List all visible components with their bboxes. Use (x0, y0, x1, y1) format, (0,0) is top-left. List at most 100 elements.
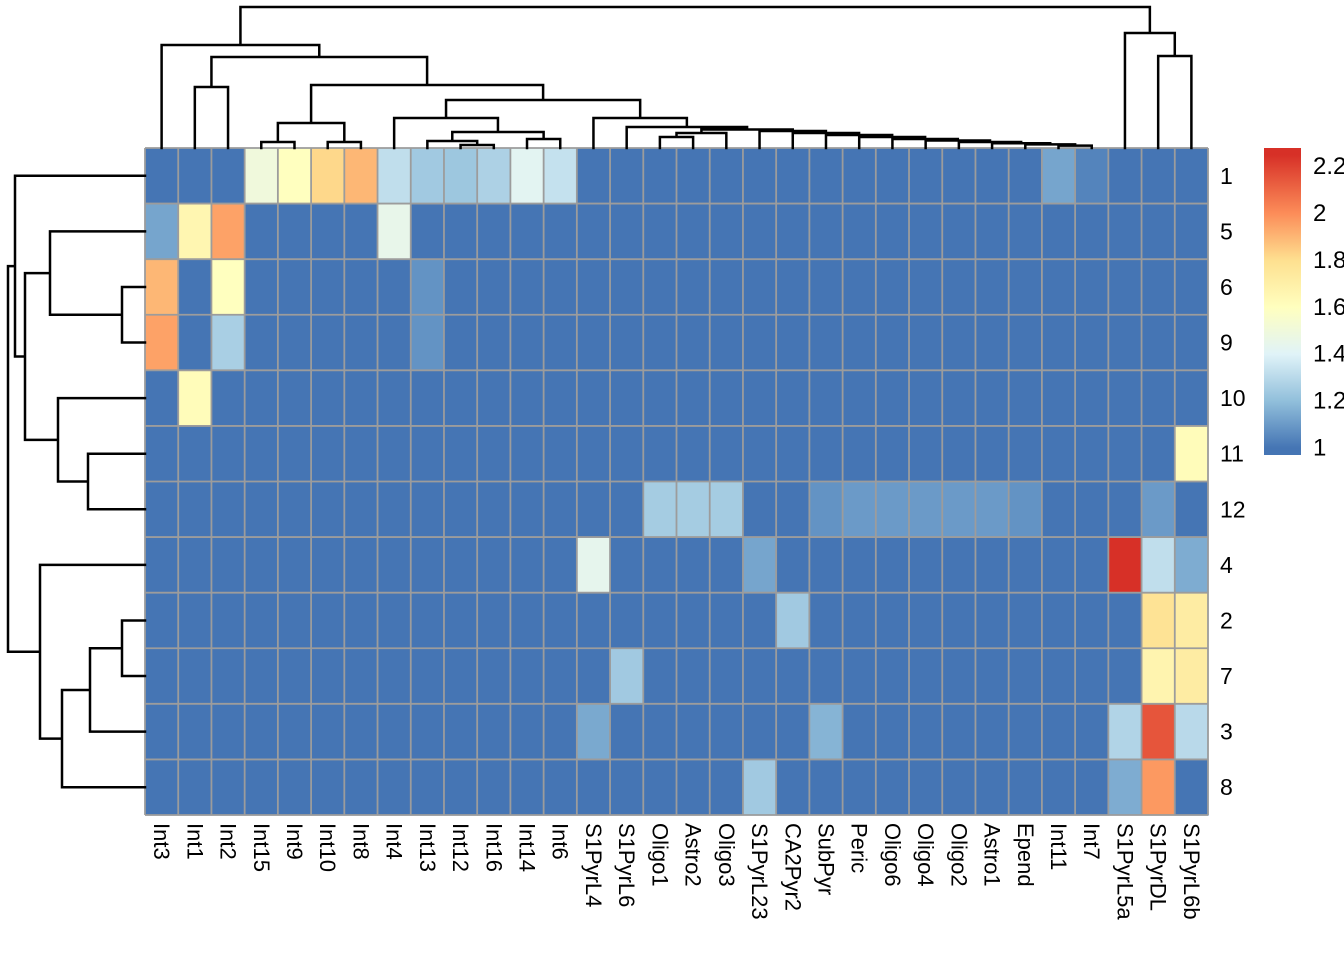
heatmap-cell (477, 148, 512, 205)
heatmap-cell (1174, 148, 1209, 205)
heatmap-cell (543, 259, 578, 316)
heatmap-cell (1075, 425, 1109, 483)
heatmap-cell (742, 759, 777, 816)
heatmap-cell (1141, 592, 1176, 649)
heatmap-cell (742, 703, 777, 761)
heatmap-cell (842, 648, 877, 705)
heatmap-cell (942, 148, 977, 205)
heatmap-cell (410, 370, 445, 427)
column-label: Astro1 (980, 823, 1005, 887)
heatmap-cell (576, 370, 611, 427)
heatmap-cell (1008, 148, 1043, 205)
heatmap-cell (576, 592, 611, 649)
heatmap-cell (742, 592, 777, 649)
heatmap-cell (145, 425, 179, 483)
heatmap-cell (576, 648, 611, 705)
heatmap-cell (277, 203, 312, 260)
heatmap-cell (410, 703, 445, 761)
heatmap-cell (410, 148, 445, 205)
heatmap-cell (377, 425, 412, 483)
heatmap-cell (742, 259, 777, 316)
heatmap-cell (809, 537, 844, 594)
heatmap-cell (676, 259, 711, 316)
heatmap-cell (1008, 759, 1043, 816)
heatmap-cell (178, 537, 213, 594)
column-label: Int10 (315, 823, 340, 872)
heatmap-cell (1041, 314, 1076, 371)
heatmap-cell (145, 537, 179, 594)
heatmap-cell (576, 425, 611, 483)
heatmap-cell (311, 259, 345, 316)
column-label: Int4 (382, 823, 407, 860)
heatmap-cell (709, 537, 744, 594)
heatmap-cell (1041, 259, 1076, 316)
heatmap-cell (909, 203, 943, 260)
heatmap-cell (975, 203, 1010, 260)
row-label: 6 (1220, 274, 1233, 300)
heatmap-cell (676, 425, 711, 483)
heatmap-cell (842, 370, 877, 427)
heatmap-cell (178, 203, 213, 260)
heatmap-cell (1041, 148, 1076, 205)
heatmap-cell (211, 203, 246, 260)
column-label: Int6 (548, 823, 573, 860)
heatmap-cell (311, 425, 345, 483)
heatmap-cell (610, 314, 644, 371)
heatmap-cell (443, 148, 478, 205)
heatmap-cell (1108, 759, 1143, 816)
heatmap-cell (643, 203, 678, 260)
heatmap-cell (1174, 759, 1209, 816)
heatmap-cell (975, 592, 1010, 649)
heatmap-cell (277, 648, 312, 705)
heatmap-cell (543, 703, 578, 761)
row-label: 3 (1220, 719, 1233, 745)
row-dendrogram (6, 174, 147, 789)
heatmap-cell (344, 259, 379, 316)
heatmap-cell (1075, 703, 1109, 761)
heatmap-cell (244, 148, 279, 205)
heatmap-cell (277, 425, 312, 483)
heatmap-cell (909, 425, 943, 483)
heatmap-cell (543, 537, 578, 594)
heatmap-cell (1075, 314, 1109, 371)
heatmap-cell (610, 425, 644, 483)
heatmap-cell (676, 481, 711, 538)
heatmap-cell (709, 481, 744, 538)
heatmap-cell (776, 759, 810, 816)
legend-tick-label: 2.2 (1313, 153, 1344, 180)
heatmap-cell (576, 148, 611, 205)
heatmap-cell (576, 314, 611, 371)
heatmap-cell (145, 759, 179, 816)
heatmap-cell (344, 592, 379, 649)
heatmap-cell (676, 148, 711, 205)
row-label: 8 (1220, 774, 1233, 800)
heatmap-cell (875, 759, 910, 816)
heatmap-cell (543, 148, 578, 205)
heatmap-cell (709, 703, 744, 761)
heatmap-cell (344, 148, 379, 205)
heatmap-cell (676, 203, 711, 260)
heatmap-cell (244, 259, 279, 316)
heatmap-cell (410, 592, 445, 649)
heatmap-cell (610, 537, 644, 594)
heatmap-cell (676, 370, 711, 427)
heatmap-cell (975, 425, 1010, 483)
heatmap-cell (1141, 148, 1176, 205)
heatmap-cell (742, 203, 777, 260)
heatmap-cell (942, 537, 977, 594)
heatmap-cell (477, 203, 512, 260)
heatmap-cell (510, 592, 545, 649)
heatmap-cell (1008, 648, 1043, 705)
heatmap-cell (576, 759, 611, 816)
heatmap-cell (477, 314, 512, 371)
heatmap-cell (1141, 759, 1176, 816)
heatmap-cell (344, 425, 379, 483)
heatmap-cell (1174, 703, 1209, 761)
heatmap-cell (244, 203, 279, 260)
heatmap-cell (277, 759, 312, 816)
heatmap-cell (244, 592, 279, 649)
heatmap-cell (809, 314, 844, 371)
heatmap-cell (709, 148, 744, 205)
heatmap-cell (1041, 648, 1076, 705)
